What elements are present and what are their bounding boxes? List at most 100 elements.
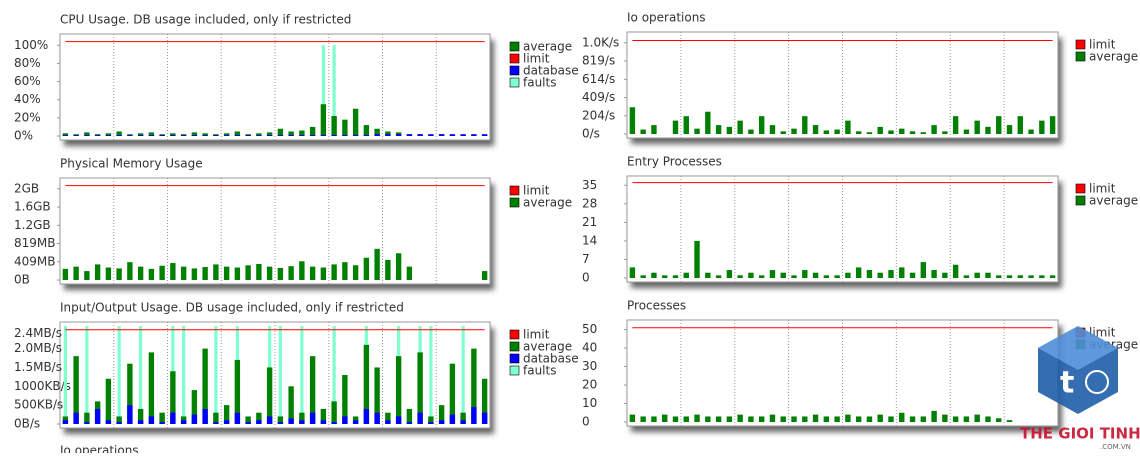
bar: [1006, 275, 1013, 278]
y-tick-label: 60%: [14, 74, 41, 88]
bar: [127, 135, 133, 136]
bar: [1017, 275, 1023, 278]
bar: [974, 414, 980, 422]
y-tick-label: 409MB: [14, 254, 56, 268]
bar: [202, 267, 208, 280]
bar: [342, 375, 348, 424]
y-tick-label: 1.5MB/s: [14, 360, 62, 374]
bar: [223, 133, 230, 136]
bar: [342, 119, 348, 136]
bar: [726, 270, 733, 278]
bar: [640, 129, 646, 134]
bar: [105, 420, 112, 424]
bar: [116, 422, 122, 424]
y-tick-label: 819MB: [14, 236, 56, 250]
bar: [705, 416, 711, 422]
bar: [62, 420, 69, 424]
bar: [223, 266, 230, 280]
bar: [471, 134, 477, 136]
bar: [438, 405, 445, 424]
bar: [331, 422, 337, 424]
bar: [395, 253, 402, 280]
bar: [191, 414, 198, 424]
bar: [406, 422, 413, 424]
bar: [996, 418, 1002, 422]
bar: [320, 135, 327, 136]
bar: [385, 134, 391, 136]
bar: [471, 407, 477, 424]
bar: [866, 416, 873, 422]
bar: [651, 416, 657, 422]
y-tick-label: 0: [582, 415, 590, 429]
logo-top: [1038, 326, 1118, 370]
bar: [148, 268, 155, 280]
bar: [715, 416, 722, 422]
bar: [288, 131, 294, 136]
bar: [331, 135, 337, 136]
bar: [662, 414, 668, 422]
bar: [385, 420, 391, 424]
bar: [213, 135, 219, 136]
logo-globe: [1085, 370, 1109, 394]
bar: [385, 259, 391, 280]
legend-label: limit: [523, 184, 550, 198]
bar: [191, 135, 198, 136]
bar: [737, 414, 743, 422]
bar: [180, 135, 187, 136]
bar: [672, 120, 679, 134]
fault-spike: [332, 326, 336, 424]
bar: [963, 416, 970, 422]
bar: [137, 133, 144, 136]
bar: [299, 261, 305, 280]
watermark-sub: .COM.VN: [1100, 443, 1131, 451]
legend-swatch: [509, 341, 520, 352]
y-tick-label: 40: [582, 341, 597, 355]
bar: [84, 422, 90, 424]
fault-spike: [461, 326, 465, 424]
bar: [952, 416, 959, 422]
y-tick-label: 0/s: [582, 127, 600, 141]
bar: [84, 135, 90, 136]
fault-spike: [182, 326, 186, 424]
y-tick-label: 204/s: [582, 108, 615, 122]
bar: [320, 420, 327, 424]
y-tick-label: 614/s: [582, 72, 615, 86]
bar: [694, 414, 700, 422]
bar: [812, 125, 819, 134]
bar: [931, 270, 937, 278]
bar: [791, 275, 797, 278]
bar: [363, 344, 370, 424]
bar: [234, 267, 241, 280]
bar: [920, 416, 927, 422]
bar: [920, 132, 927, 134]
bar: [672, 416, 679, 422]
bar: [780, 131, 786, 134]
bar: [866, 132, 873, 134]
y-tick-label: 1000KB/s: [14, 379, 71, 393]
bar: [812, 414, 819, 422]
bar: [105, 378, 112, 424]
bar: [363, 135, 370, 136]
bar: [363, 408, 370, 424]
bar: [170, 371, 176, 424]
bar: [726, 416, 733, 422]
next-chart-title: Io operations: [60, 444, 139, 454]
bar: [234, 412, 241, 424]
y-tick-label: 1.6GB: [14, 200, 51, 214]
bar: [812, 272, 819, 278]
bar: [845, 120, 851, 134]
bar: [715, 125, 722, 134]
bar: [888, 416, 894, 422]
bar: [256, 420, 262, 424]
bar: [266, 416, 273, 424]
bar: [213, 264, 219, 280]
fault-spike: [321, 45, 325, 136]
bar: [651, 125, 657, 134]
legend-label: limit: [523, 52, 550, 66]
bar: [137, 266, 144, 280]
bar: [256, 135, 262, 136]
chart: Io operations 0/s 204/s 409/s 614/s 819/s 1.0K…: [582, 11, 1138, 144]
bar: [672, 275, 679, 278]
bar: [277, 422, 284, 424]
